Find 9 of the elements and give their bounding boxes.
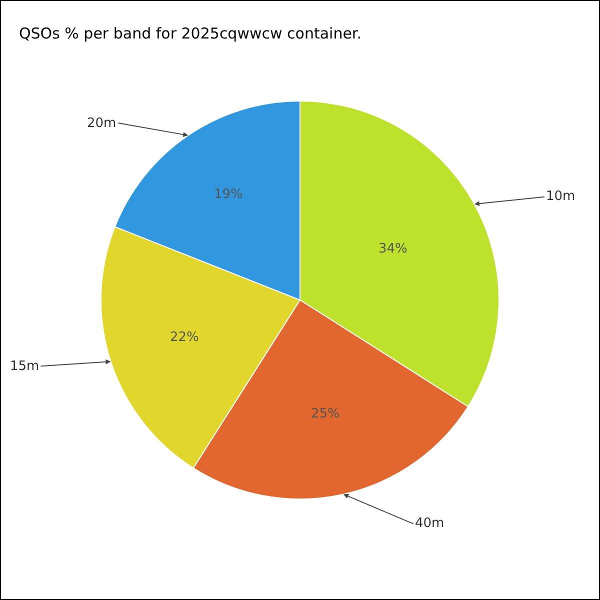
data-label: 22% [170,330,199,346]
slice-label: 15m [10,359,40,374]
chart-title: QSOs % per band for 2025cqwwcw container. [18,24,362,42]
data-label: 34% [378,241,408,256]
slice-label: 10m [546,189,576,204]
slice-label: 20m [87,116,116,131]
data-label: 19% [214,187,243,202]
slice-label: 40m [415,516,444,531]
data-label: 25% [310,406,340,422]
